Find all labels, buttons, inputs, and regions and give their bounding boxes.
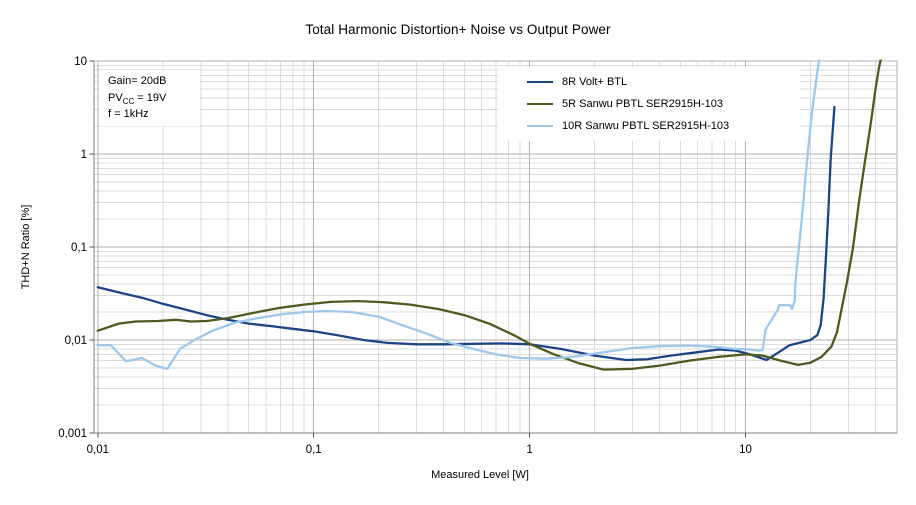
- legend-label: 5R Sanwu PBTL SER2915H-103: [562, 98, 724, 110]
- annotation-freq: f = 1kHz: [108, 108, 149, 120]
- series-line-1: [96, 105, 836, 362]
- x-tick-label: 1: [526, 444, 532, 456]
- x-tick-label: 10: [739, 444, 752, 456]
- y-tick-label: 0,001: [58, 428, 87, 440]
- legend-item: 10R Sanwu PBTL SER2915H-103: [498, 115, 800, 137]
- legend-item: 5R Sanwu PBTL SER2915H-103: [498, 93, 800, 115]
- y-axis-title: THD+N Ratio [%]: [20, 204, 32, 290]
- annotation-box: Gain= 20dB PVCC = 19V f = 1kHz: [99, 70, 200, 126]
- legend-label: 8R Volt+ BTL: [562, 76, 628, 88]
- legend-line-swatch: [527, 125, 553, 127]
- x-tick-label: 0,01: [87, 444, 109, 456]
- y-tick-label: 0,1: [71, 242, 87, 254]
- y-tick-label: 0,01: [65, 335, 87, 347]
- legend-line-swatch: [527, 103, 553, 105]
- legend-line-swatch: [527, 81, 553, 83]
- x-tick-label: 0,1: [306, 444, 322, 456]
- annotation-gain: Gain= 20dB: [108, 75, 167, 87]
- series-line-2: [96, 59, 882, 371]
- y-tick-label: 1: [81, 149, 87, 161]
- y-tick-label: 10: [74, 56, 87, 68]
- chart-title: Total Harmonic Distortion+ Noise vs Outp…: [305, 22, 611, 37]
- series-line-3: [96, 59, 821, 370]
- legend-item: 8R Volt+ BTL: [498, 71, 800, 93]
- x-axis-title: Measured Level [W]: [431, 469, 529, 481]
- legend-label: 10R Sanwu PBTL SER2915H-103: [562, 120, 730, 132]
- annotation-pvcc: PVCC = 19V: [108, 91, 167, 106]
- legend: 8R Volt+ BTL 5R Sanwu PBTL SER2915H-103 …: [498, 67, 800, 141]
